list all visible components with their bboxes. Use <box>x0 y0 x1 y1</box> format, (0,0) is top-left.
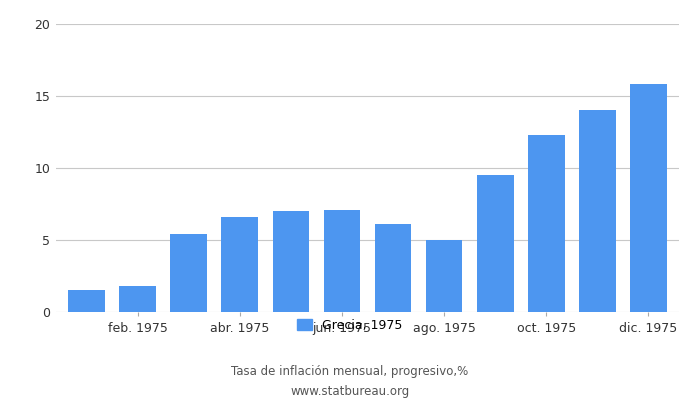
Legend: Grecia, 1975: Grecia, 1975 <box>298 319 402 332</box>
Bar <box>119 286 156 312</box>
Bar <box>528 135 565 312</box>
Bar <box>477 175 514 312</box>
Bar <box>630 84 666 312</box>
Bar <box>170 234 207 312</box>
Bar <box>374 224 412 312</box>
Bar <box>426 240 463 312</box>
Bar <box>323 210 360 312</box>
Text: www.statbureau.org: www.statbureau.org <box>290 386 410 398</box>
Bar <box>579 110 616 312</box>
Text: Tasa de inflación mensual, progresivo,%: Tasa de inflación mensual, progresivo,% <box>232 366 468 378</box>
Bar <box>221 217 258 312</box>
Bar <box>69 290 105 312</box>
Bar <box>272 211 309 312</box>
